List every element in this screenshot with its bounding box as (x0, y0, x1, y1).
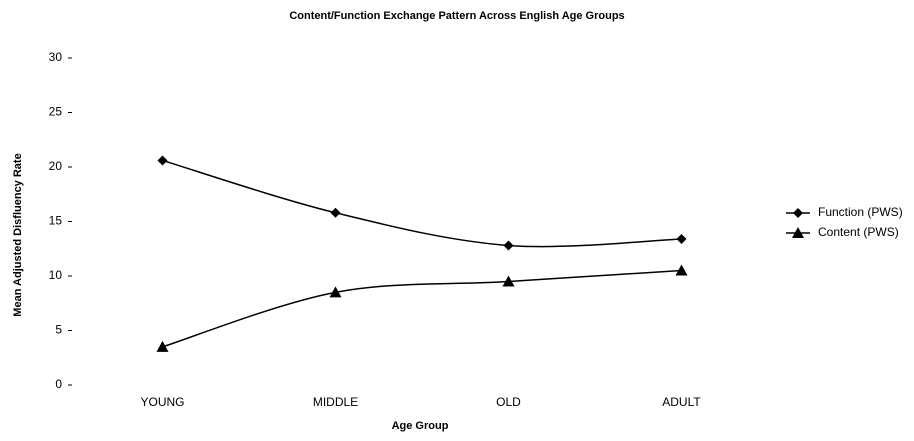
x-tick-label: MIDDLE (313, 395, 358, 409)
y-tick-label: 30 (49, 50, 63, 64)
y-tick-label: 10 (49, 268, 63, 282)
series-line (162, 269, 682, 348)
y-tick-label: 5 (55, 323, 62, 337)
y-tick-label: 25 (49, 105, 63, 119)
y-tick-label: 0 (55, 377, 62, 391)
legend-label: Function (PWS) (818, 205, 903, 219)
legend-marker (793, 208, 803, 218)
y-tick-label: 15 (49, 214, 63, 228)
data-point (675, 264, 688, 276)
data-point (157, 155, 168, 166)
x-tick-label: OLD (496, 395, 521, 409)
x-tick-label: YOUNG (140, 395, 184, 409)
x-tick-label: ADULT (662, 395, 701, 409)
series-line (162, 159, 682, 248)
x-axis-label: Age Group (392, 420, 449, 432)
chart-title: Content/Function Exchange Pattern Across… (289, 10, 624, 22)
legend-marker (792, 227, 804, 238)
legend-label: Content (PWS) (818, 225, 899, 239)
data-point (503, 240, 514, 251)
data-point (676, 233, 687, 244)
data-point (330, 207, 341, 218)
data-point (156, 340, 169, 352)
data-point (329, 286, 342, 298)
data-point (502, 275, 515, 287)
y-tick-label: 20 (49, 159, 63, 173)
y-axis-label: Mean Adjusted Disfluency Rate (12, 153, 24, 316)
